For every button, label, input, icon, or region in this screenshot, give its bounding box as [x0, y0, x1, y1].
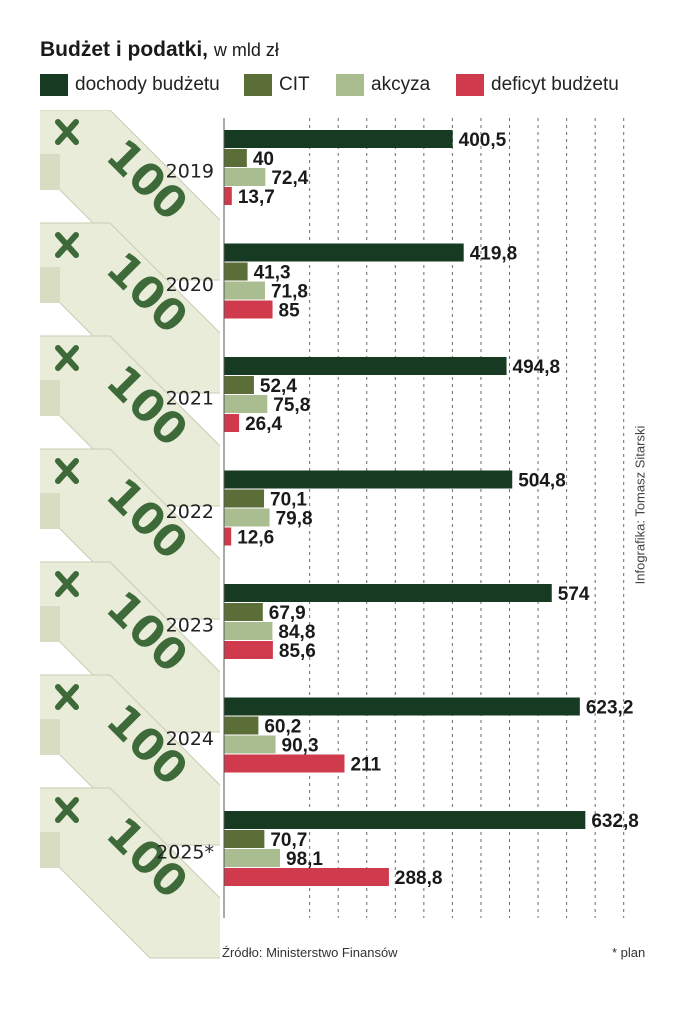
banknote: 100	[40, 674, 220, 846]
data-label: 98,1	[286, 849, 323, 870]
bar	[224, 508, 270, 527]
legend: dochody budżetu CIT akcyza deficyt budże…	[40, 72, 640, 98]
banknote: 100	[40, 561, 220, 733]
bar	[224, 811, 586, 829]
data-label: 504,8	[518, 471, 566, 492]
bar	[224, 149, 247, 167]
data-label: 419,8	[470, 244, 518, 265]
data-label: 211	[350, 755, 381, 776]
data-label: 623,2	[586, 698, 634, 719]
data-label: 85	[279, 301, 301, 322]
data-label: 70,7	[270, 830, 307, 851]
title-bold: Budżet i podatki,	[40, 38, 208, 61]
bar	[224, 243, 464, 262]
banknote: 100	[40, 335, 220, 507]
bar	[224, 130, 453, 148]
source-text: Źródło: Ministerstwo Finansów	[222, 945, 398, 960]
data-label: 574	[558, 584, 590, 605]
legend-item-akcyza: akcyza	[336, 72, 430, 98]
legend-item-deficyt: deficyt budżetu	[456, 72, 619, 98]
data-label: 41,3	[254, 263, 291, 284]
bar	[224, 641, 273, 659]
data-label: 75,8	[273, 395, 310, 416]
data-label: 67,9	[269, 603, 306, 624]
bar	[224, 187, 232, 205]
year-label: 2021	[166, 388, 214, 410]
data-label: 494,8	[513, 357, 561, 378]
bar	[224, 376, 254, 394]
legend-label-dochody: dochody budżetu	[75, 74, 220, 95]
bar	[224, 414, 240, 432]
bar	[224, 489, 265, 508]
data-label: 12,6	[237, 528, 274, 549]
bar	[224, 357, 507, 375]
chart-title: Budżet i podatki, w mld zł	[40, 38, 279, 62]
bar	[224, 300, 273, 319]
data-label: 72,4	[271, 168, 308, 189]
legend-swatch-deficyt	[456, 74, 484, 96]
footnote-text: * plan	[612, 945, 646, 960]
bar	[224, 622, 273, 640]
bar	[224, 168, 266, 186]
bar	[224, 830, 265, 848]
bar	[224, 262, 248, 281]
year-label: 2025*	[156, 842, 214, 864]
bar	[224, 697, 580, 716]
data-label: 60,2	[264, 717, 301, 738]
data-label: 52,4	[260, 376, 297, 397]
data-label: 400,5	[459, 130, 507, 151]
legend-swatch-cit	[244, 74, 272, 96]
bar	[224, 584, 552, 602]
bar	[224, 754, 345, 773]
data-label: 632,8	[591, 811, 639, 832]
data-label: 13,7	[238, 187, 275, 208]
year-label: 2023	[166, 615, 214, 637]
data-label: 288,8	[395, 868, 443, 889]
credit-text: Infografika: Tomasz Sitarski	[632, 425, 648, 585]
year-label: 2024	[166, 728, 214, 750]
bar	[224, 735, 276, 754]
legend-label-akcyza: akcyza	[371, 74, 431, 95]
bar	[224, 603, 263, 621]
legend-item-cit: CIT	[244, 72, 310, 98]
data-label: 70,1	[270, 490, 307, 511]
legend-swatch-akcyza	[336, 74, 364, 96]
bar	[224, 281, 265, 300]
data-label: 71,8	[271, 282, 308, 303]
data-label: 26,4	[245, 414, 282, 435]
bar	[224, 849, 281, 867]
year-label: 2020	[166, 274, 214, 296]
data-label: 84,8	[278, 622, 315, 643]
bar	[224, 470, 513, 489]
year-label: 2019	[166, 161, 214, 183]
bar	[224, 395, 268, 413]
data-label: 85,6	[279, 641, 316, 662]
title-unit: w mld zł	[213, 40, 279, 60]
legend-label-cit: CIT	[279, 74, 310, 95]
legend-label-deficyt: deficyt budżetu	[491, 74, 619, 95]
bar	[224, 527, 232, 546]
legend-swatch-dochody	[40, 74, 68, 96]
data-label: 79,8	[276, 509, 313, 530]
data-label: 90,3	[282, 736, 319, 757]
bar	[224, 868, 389, 886]
bar	[224, 716, 259, 735]
year-label: 2022	[166, 501, 214, 523]
data-label: 40	[253, 149, 274, 170]
legend-item-dochody: dochody budżetu	[40, 72, 220, 98]
